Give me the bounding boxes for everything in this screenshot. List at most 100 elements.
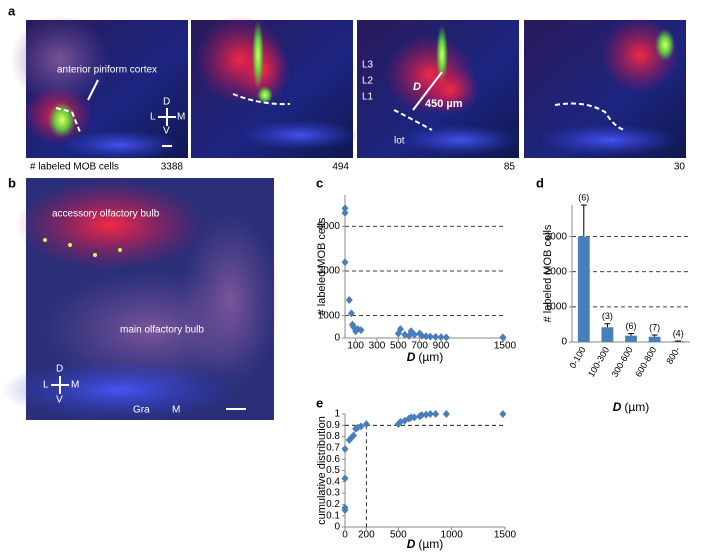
y-tick-label: 1 bbox=[334, 409, 340, 420]
image-b bbox=[0, 178, 280, 420]
n-label: (3) bbox=[602, 311, 613, 321]
x-tick-label: 900 bbox=[433, 341, 450, 352]
x-axis-label: D (µm) bbox=[407, 350, 444, 364]
cell-count: 3388 bbox=[161, 162, 184, 173]
x-tick-label: 100-300 bbox=[586, 345, 611, 379]
x-tick-label: 600-800 bbox=[633, 345, 658, 379]
y-tick-label: 0 bbox=[334, 333, 340, 344]
y-axis-label: # labeled MOB cells bbox=[316, 217, 328, 315]
compass-d: D bbox=[163, 97, 170, 108]
data-point bbox=[422, 410, 430, 419]
layer-label: L2 bbox=[362, 76, 374, 87]
y-tick-label: 0.5 bbox=[326, 465, 340, 476]
data-point bbox=[426, 410, 434, 418]
bar bbox=[601, 327, 614, 342]
distance-value: 450 µm bbox=[425, 98, 463, 110]
y-tick-label: 3000 bbox=[318, 266, 341, 277]
y-tick-label: 2000 bbox=[545, 266, 568, 277]
layer-label: Gra bbox=[133, 405, 150, 416]
cell-count: 30 bbox=[674, 162, 686, 173]
data-point bbox=[499, 410, 507, 418]
x-label-unit: (µm) bbox=[624, 400, 649, 414]
x-tick-label: 0-100 bbox=[567, 345, 587, 370]
n-label: (6) bbox=[578, 192, 589, 202]
data-point bbox=[418, 411, 426, 420]
image-3 bbox=[357, 20, 520, 158]
region-label: main olfactory bulb bbox=[120, 325, 204, 336]
n-label: (4) bbox=[673, 328, 684, 338]
y-tick-label: 3000 bbox=[545, 231, 568, 242]
image-2 bbox=[191, 15, 360, 158]
data-point bbox=[396, 325, 404, 334]
n-label: (7) bbox=[649, 322, 660, 332]
error-bar bbox=[651, 334, 658, 337]
layer-label: L3 bbox=[362, 60, 374, 71]
data-point bbox=[432, 332, 440, 341]
data-point bbox=[341, 208, 349, 217]
x-tick-label: 300-600 bbox=[610, 345, 635, 379]
layer-label: M bbox=[172, 405, 180, 416]
compass-l: L bbox=[150, 112, 156, 123]
cell-count: 85 bbox=[504, 162, 516, 173]
x-label-symbol: D bbox=[407, 537, 416, 551]
x-tick-label: 1500 bbox=[494, 530, 517, 541]
y-axis-label: cumulative distribution bbox=[316, 416, 328, 525]
compass-m: M bbox=[71, 380, 79, 391]
data-point bbox=[345, 296, 353, 305]
x-label-unit: (µm) bbox=[418, 350, 443, 364]
x-tick-label: 800- bbox=[664, 345, 682, 366]
y-tick-label: 0.9 bbox=[326, 420, 340, 431]
bar bbox=[648, 336, 661, 342]
x-tick-label: 500 bbox=[390, 530, 407, 541]
y-tick-label: 0.6 bbox=[326, 454, 340, 465]
compass-d: D bbox=[56, 364, 63, 375]
y-tick-label: 0.3 bbox=[326, 488, 340, 499]
layer-label: L1 bbox=[362, 92, 374, 103]
panel-label: e bbox=[316, 395, 323, 410]
y-tick-label: 0 bbox=[334, 522, 340, 533]
x-label-symbol: D bbox=[407, 350, 416, 364]
y-tick-label: 0 bbox=[561, 337, 567, 348]
image-4 bbox=[524, 17, 686, 158]
data-point bbox=[499, 333, 507, 342]
data-point bbox=[341, 503, 349, 512]
x-tick-label: 100 bbox=[347, 341, 364, 352]
row-label: # labeled MOB cells bbox=[30, 162, 119, 173]
error-bar bbox=[628, 333, 634, 336]
compass-v: V bbox=[56, 395, 63, 406]
data-point bbox=[410, 413, 418, 422]
y-axis-label: # labeled MOB cells bbox=[542, 224, 554, 322]
bar bbox=[672, 341, 685, 342]
data-point bbox=[410, 330, 418, 339]
panel-label: a bbox=[8, 3, 16, 18]
error-bar bbox=[604, 323, 611, 328]
y-tick-label: 0.7 bbox=[326, 443, 340, 454]
tract-label: lot bbox=[394, 136, 405, 147]
region-label: anterior piriform cortex bbox=[57, 65, 157, 76]
data-point bbox=[418, 331, 426, 340]
data-point bbox=[347, 309, 355, 318]
x-label-unit: (µm) bbox=[418, 537, 443, 551]
x-axis-label: D (µm) bbox=[407, 537, 444, 551]
data-point bbox=[350, 431, 358, 440]
data-point bbox=[357, 422, 365, 431]
distance-symbol: D bbox=[413, 81, 421, 93]
compass-m: M bbox=[177, 112, 185, 123]
data-point bbox=[437, 333, 445, 342]
y-tick-label: 0.2 bbox=[326, 499, 340, 510]
compass-v: V bbox=[163, 126, 170, 137]
image-1 bbox=[10, 15, 188, 160]
panel-label: c bbox=[316, 175, 323, 190]
region-label: accessory olfactory bulb bbox=[52, 209, 160, 220]
x-label-symbol: D bbox=[613, 400, 622, 414]
data-point bbox=[341, 474, 349, 483]
n-label: (6) bbox=[626, 321, 637, 331]
data-point bbox=[432, 410, 440, 418]
x-tick-label: 300 bbox=[369, 341, 386, 352]
y-tick-label: 5000 bbox=[318, 221, 341, 232]
x-tick-label: 0 bbox=[342, 530, 348, 541]
x-tick-label: 500 bbox=[390, 341, 407, 352]
y-tick-label: 1000 bbox=[318, 310, 341, 321]
x-tick-label: 1500 bbox=[494, 341, 517, 352]
bar bbox=[577, 236, 590, 342]
